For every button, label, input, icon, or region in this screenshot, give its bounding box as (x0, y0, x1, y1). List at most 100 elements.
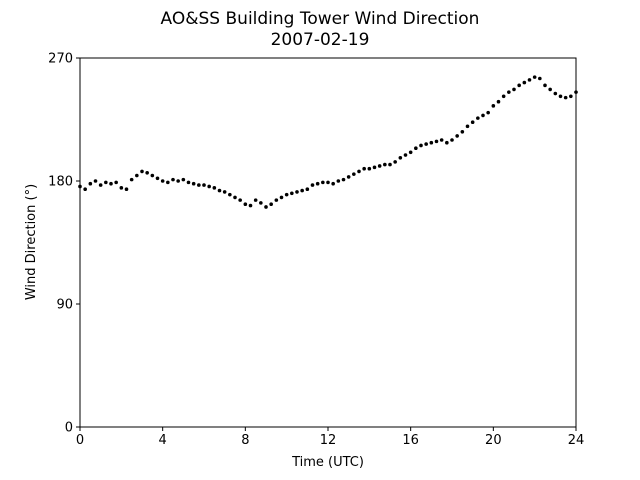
data-point (284, 192, 289, 197)
y-tick-label: 270 (48, 52, 73, 67)
data-point (522, 80, 527, 85)
data-point (181, 177, 186, 182)
data-point (414, 146, 418, 150)
data-point (124, 187, 129, 191)
data-point (346, 175, 351, 179)
data-point (104, 180, 108, 185)
x-tick-label: 24 (568, 433, 585, 448)
data-point (496, 99, 501, 104)
data-point (228, 192, 232, 197)
data-point (78, 184, 82, 189)
x-tick-label: 8 (241, 433, 249, 448)
data-point (171, 177, 175, 182)
data-point (481, 113, 485, 118)
data-point (331, 181, 335, 186)
data-point (341, 177, 346, 182)
data-point (300, 188, 304, 193)
data-point (393, 160, 397, 164)
data-point (140, 169, 144, 174)
data-point (543, 83, 547, 88)
data-point (372, 165, 377, 170)
data-point (98, 183, 103, 187)
data-point (383, 162, 387, 167)
data-point (217, 188, 222, 193)
data-point (88, 181, 93, 186)
data-point (445, 140, 449, 145)
data-point (155, 176, 160, 181)
data-point (527, 78, 532, 82)
data-point (310, 183, 315, 187)
data-point (264, 205, 268, 209)
data-point (460, 130, 465, 134)
data-point (429, 140, 434, 145)
data-point (357, 169, 361, 174)
data-point (352, 172, 356, 176)
data-point (166, 180, 170, 185)
data-point (455, 134, 459, 138)
data-point (321, 180, 325, 185)
data-point (501, 94, 506, 99)
data-point (186, 180, 191, 185)
data-point (150, 173, 155, 178)
x-tick-label: 0 (76, 433, 84, 448)
data-point (207, 184, 211, 189)
data-point (135, 173, 139, 178)
data-point (450, 138, 454, 142)
chart-subtitle: 2007-02-19 (271, 30, 370, 50)
y-tick-label: 90 (56, 298, 73, 313)
data-point (512, 87, 516, 92)
data-point (362, 166, 366, 171)
data-point (222, 190, 227, 194)
data-point (176, 179, 180, 183)
data-point (315, 181, 320, 186)
data-point (439, 138, 444, 142)
data-point (538, 76, 542, 81)
data-point (574, 90, 578, 94)
data-point (553, 91, 558, 96)
data-point (507, 90, 511, 94)
data-point (243, 202, 248, 207)
data-point (191, 181, 196, 186)
data-point (129, 177, 134, 182)
x-tick-label: 20 (485, 433, 502, 448)
data-point (532, 75, 537, 79)
data-point (563, 95, 568, 100)
data-point (486, 110, 490, 115)
data-point (569, 94, 573, 99)
data-point (336, 179, 341, 183)
chart-title: AO&SS Building Tower Wind Direction (161, 9, 480, 29)
plot-frame (79, 57, 577, 428)
x-axis-label: Time (UTC) (291, 455, 364, 470)
data-point (377, 164, 382, 168)
data-point (93, 179, 98, 183)
data-point (326, 180, 330, 185)
data-point (269, 202, 273, 207)
data-point (145, 171, 149, 175)
data-point (408, 150, 413, 155)
data-point (434, 139, 439, 144)
data-point (388, 162, 392, 167)
data-point (367, 166, 372, 171)
x-tick-label: 16 (402, 433, 419, 448)
data-point (295, 190, 299, 194)
y-tick-label: 0 (65, 421, 73, 436)
data-point (419, 143, 423, 148)
data-point (197, 183, 201, 187)
x-tick-label: 12 (320, 433, 337, 448)
data-point (517, 83, 521, 88)
data-point (491, 104, 496, 108)
data-point (83, 187, 87, 191)
data-point (248, 203, 253, 208)
data-point (424, 142, 428, 146)
data-point (160, 179, 165, 183)
data-point (476, 116, 480, 120)
y-axis-label: Wind Direction (°) (24, 184, 39, 300)
data-point (548, 87, 552, 92)
data-point (119, 186, 124, 190)
data-point (109, 181, 113, 186)
x-tick-label: 4 (159, 433, 167, 448)
data-point (398, 155, 403, 160)
data-point (305, 187, 310, 191)
data-point (202, 183, 206, 187)
